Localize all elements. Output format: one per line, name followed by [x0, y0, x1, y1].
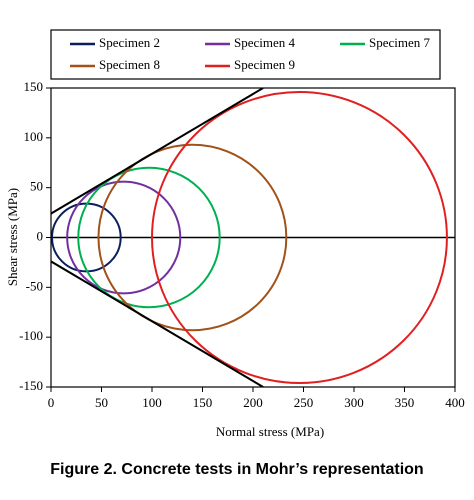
plot-area	[51, 88, 455, 387]
x-tick-label: 200	[243, 395, 263, 410]
x-tick-label: 400	[445, 395, 465, 410]
chart-title: Figure 2. Concrete tests in Mohr’s repre…	[50, 461, 423, 478]
y-tick-label: 100	[24, 129, 44, 144]
plot-frame	[50, 87, 456, 388]
y-tick-label: -50	[26, 278, 43, 293]
y-tick-label: -100	[19, 328, 43, 343]
x-tick-label: 0	[48, 395, 55, 410]
mohr-circle	[77, 166, 221, 309]
legend-label: Specimen 8	[99, 57, 160, 72]
x-tick-label: 100	[142, 395, 162, 410]
y-tick-label: -150	[19, 378, 43, 393]
x-tick-label: 300	[344, 395, 364, 410]
x-tick-label: 250	[294, 395, 314, 410]
mohr-circle	[66, 180, 182, 295]
legend-label: Specimen 7	[369, 35, 431, 50]
mohr-circle	[97, 143, 288, 332]
x-axis-label: Normal stress (MPa)	[216, 424, 324, 439]
legend-box	[50, 29, 441, 80]
legend-label: Specimen 2	[99, 35, 160, 50]
y-tick-label: 150	[24, 79, 44, 94]
y-tick-label: 0	[37, 228, 44, 243]
y-tick-label: 50	[30, 179, 43, 194]
y-axis-label: Shear stress (MPa)	[5, 188, 20, 286]
legend-label: Specimen 4	[234, 35, 296, 50]
x-tick-label: 350	[395, 395, 415, 410]
mohr-circle	[150, 90, 448, 385]
envelope-line	[51, 88, 264, 215]
legend-label: Specimen 9	[234, 57, 295, 72]
envelope-line	[51, 260, 264, 387]
x-tick-label: 50	[95, 395, 108, 410]
x-tick-label: 150	[193, 395, 213, 410]
